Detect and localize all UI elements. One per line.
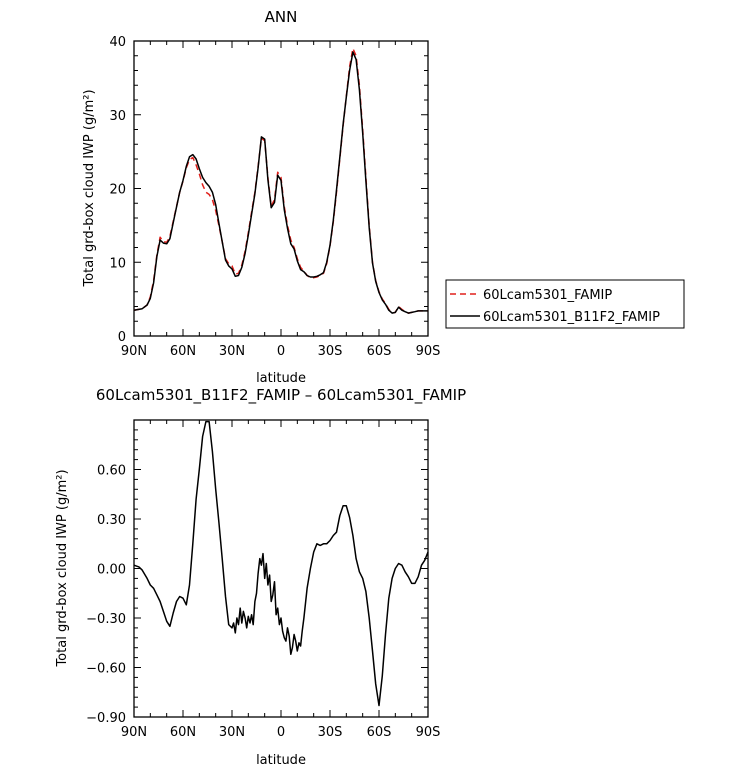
bottom-plot-area: 90N 60N 30N 0 30S 60S 90S −0.90 −0.60 −0.30 0.00 0.… bbox=[86, 419, 441, 740]
top-x-tick-label: 90N bbox=[121, 344, 147, 359]
top-y-tick-label: 30 bbox=[109, 109, 126, 124]
top-x-tick-label: 90S bbox=[416, 344, 441, 359]
bottom-y-tick-label: 0.60 bbox=[97, 464, 126, 479]
top-x-axis-label: latitude bbox=[256, 371, 306, 386]
top-panel: ANN 90N 60N 30N 0 30S 60S 90S 0 10 20 30 40 latitud… bbox=[82, 8, 685, 386]
top-x-tick-label: 30N bbox=[219, 344, 245, 359]
bottom-y-tick-label: −0.90 bbox=[86, 711, 126, 726]
bottom-x-tick-label: 90N bbox=[121, 725, 147, 740]
top-y-axis-label: Total grd-box cloud IWP (g/m²) bbox=[82, 89, 97, 287]
legend-label-b11f2: 60Lcam5301_B11F2_FAMIP bbox=[483, 310, 660, 325]
top-y-tick-label: 40 bbox=[109, 35, 126, 50]
top-x-tick-label: 30S bbox=[318, 344, 343, 359]
top-y-tick-label: 10 bbox=[109, 256, 126, 271]
legend-box bbox=[445, 279, 685, 329]
bottom-series-line-0 bbox=[133, 420, 429, 707]
bottom-y-tick-label: −0.30 bbox=[86, 612, 126, 627]
bottom-x-tick-label: 60S bbox=[367, 725, 392, 740]
bottom-y-tick-label: 0.30 bbox=[97, 513, 126, 528]
legend-label-famip: 60Lcam5301_FAMIP bbox=[483, 288, 612, 303]
top-plot-frame bbox=[133, 40, 429, 337]
bottom-chart-title: 60Lcam5301_B11F2_FAMIP – 60Lcam5301_FAMI… bbox=[96, 386, 466, 405]
top-y-tick-label: 0 bbox=[118, 330, 126, 345]
legend: 60Lcam5301_FAMIP 60Lcam5301_B11F2_FAMIP bbox=[445, 279, 685, 329]
top-x-tick-label: 0 bbox=[277, 344, 285, 359]
bottom-plot-frame bbox=[133, 419, 429, 718]
bottom-x-tick-label: 30N bbox=[219, 725, 245, 740]
bottom-x-tick-label: 60N bbox=[170, 725, 196, 740]
bottom-x-tick-label: 90S bbox=[416, 725, 441, 740]
top-y-tick-label: 20 bbox=[109, 183, 126, 198]
bottom-x-tick-label: 0 bbox=[277, 725, 285, 740]
bottom-y-axis-label: Total grd-box cloud IWP (g/m²) bbox=[55, 469, 70, 667]
top-plot-area: 90N 60N 30N 0 30S 60S 90S 0 10 20 30 40 bbox=[109, 35, 440, 359]
bottom-y-tick-label: 0.00 bbox=[97, 563, 126, 578]
bottom-x-axis-label: latitude bbox=[256, 753, 306, 768]
top-series-line-0 bbox=[133, 47, 428, 314]
bottom-y-tick-label: −0.60 bbox=[86, 662, 126, 677]
top-x-tick-label: 60N bbox=[170, 344, 196, 359]
top-x-tick-label: 60S bbox=[367, 344, 392, 359]
top-chart-title: ANN bbox=[265, 8, 298, 26]
top-series-line-1 bbox=[133, 51, 428, 314]
bottom-x-tick-label: 30S bbox=[318, 725, 343, 740]
bottom-panel: 60Lcam5301_B11F2_FAMIP – 60Lcam5301_FAMI… bbox=[55, 386, 466, 768]
